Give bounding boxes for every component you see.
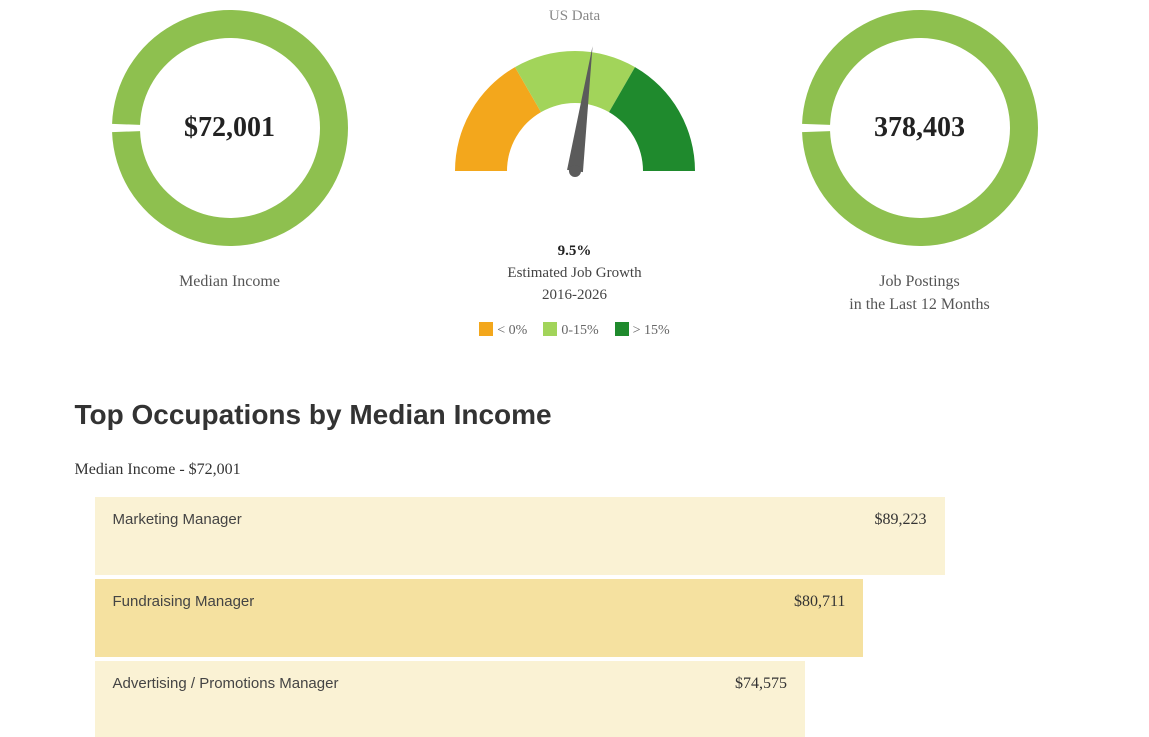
content: $72,001 Median Income US Data 9.5% Estim…	[75, 0, 1075, 737]
gauge-caption-line2: 2016-2026	[542, 287, 607, 303]
occupation-bar-fill: Marketing Manager $89,223	[95, 497, 945, 575]
gauge-chart-icon	[445, 31, 705, 201]
occupation-name: Marketing Manager	[113, 511, 242, 528]
gauge-value: 9.5%	[558, 243, 592, 259]
occupations-subtitle: Median Income - $72,001	[75, 461, 1075, 479]
median-income-value: $72,001	[110, 8, 350, 248]
occupation-name: Fundraising Manager	[113, 593, 255, 610]
legend-swatch	[479, 322, 493, 336]
legend-item: > 15%	[615, 322, 670, 339]
legend-label: > 15%	[633, 323, 670, 338]
median-income-kpi: $72,001 Median Income	[75, 8, 385, 293]
occupation-bar-fill: Advertising / Promotions Manager $74,575	[95, 661, 805, 737]
occupation-bar: Marketing Manager $89,223	[95, 497, 1075, 577]
median-income-label: Median Income	[75, 270, 385, 293]
job-postings-donut: 378,403	[800, 8, 1040, 248]
legend-item: 0-15%	[543, 322, 598, 339]
legend-swatch	[615, 322, 629, 336]
job-postings-value: 378,403	[800, 8, 1040, 248]
gauge-caption-line1: Estimated Job Growth	[507, 265, 641, 281]
occupation-bar: Advertising / Promotions Manager $74,575	[95, 661, 1075, 737]
job-growth-gauge-kpi: US Data 9.5% Estimated Job Growth 2016-2…	[410, 8, 740, 339]
kpi-row: $72,001 Median Income US Data 9.5% Estim…	[75, 0, 1075, 339]
occupation-value: $89,223	[875, 511, 927, 529]
legend-item: < 0%	[479, 322, 527, 339]
occupation-name: Advertising / Promotions Manager	[113, 675, 339, 692]
gauge-top-label: US Data	[410, 8, 740, 25]
gauge-legend: < 0% 0-15% > 15%	[410, 322, 740, 339]
gauge-caption: 9.5% Estimated Job Growth 2016-2026	[410, 241, 740, 306]
median-income-donut: $72,001	[110, 8, 350, 248]
legend-label: < 0%	[497, 323, 527, 338]
job-postings-label-line1: Job Postings	[879, 273, 959, 290]
dashboard-page: $72,001 Median Income US Data 9.5% Estim…	[0, 0, 1149, 737]
job-postings-label: Job Postings in the Last 12 Months	[765, 270, 1075, 316]
occupation-bar-fill: Fundraising Manager $80,711	[95, 579, 864, 657]
legend-swatch	[543, 322, 557, 336]
job-postings-label-line2: in the Last 12 Months	[849, 296, 989, 313]
occupations-bars: Marketing Manager $89,223 Fundraising Mana…	[95, 497, 1075, 737]
legend-label: 0-15%	[561, 323, 598, 338]
job-postings-kpi: 378,403 Job Postings in the Last 12 Mont…	[765, 8, 1075, 316]
gauge-chart	[445, 31, 705, 201]
occupation-bar: Fundraising Manager $80,711	[95, 579, 1075, 659]
occupations-section-title: Top Occupations by Median Income	[75, 399, 1075, 431]
occupation-value: $80,711	[794, 593, 845, 611]
occupation-value: $74,575	[735, 675, 787, 693]
